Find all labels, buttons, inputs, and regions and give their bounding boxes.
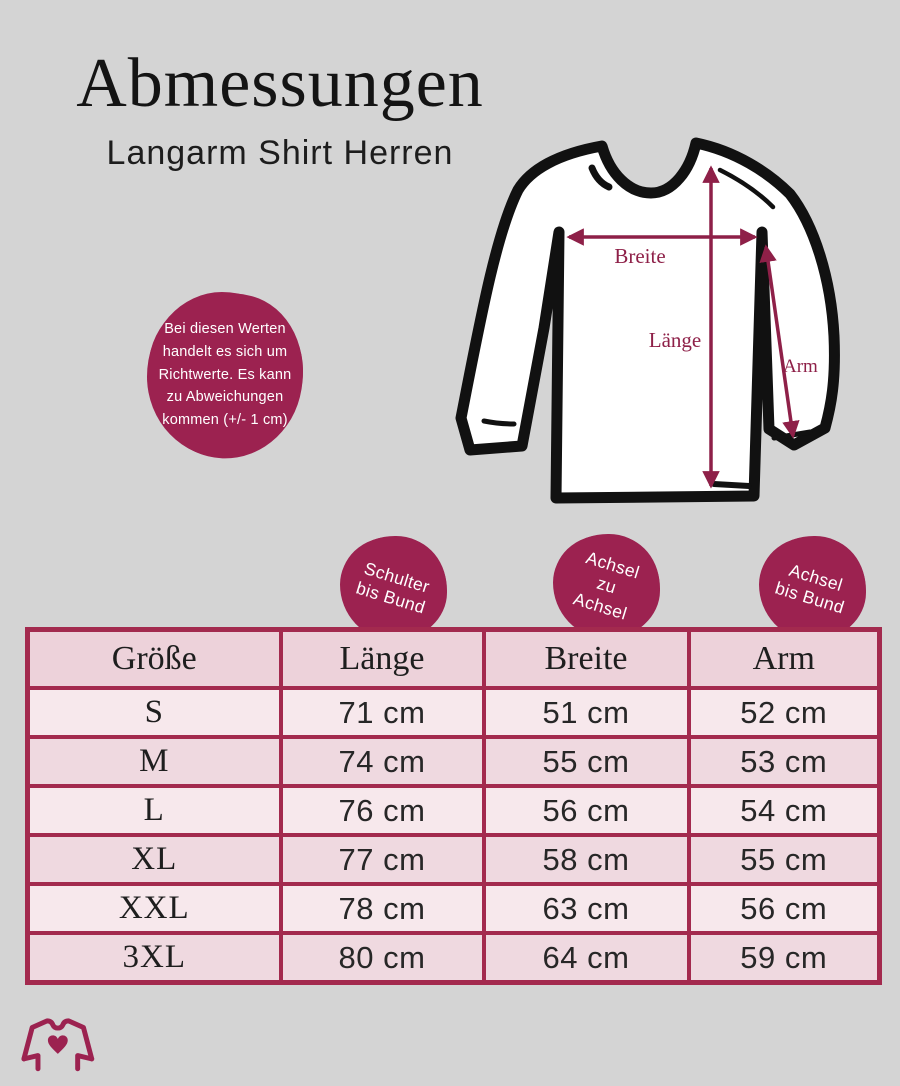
disclaimer-line: handelt es sich um <box>162 343 288 360</box>
table-row: L 76 cm 56 cm 54 cm <box>25 784 882 837</box>
arm-label: Arm <box>783 356 818 377</box>
disclaimer-line: zu Abweichungen <box>166 389 284 406</box>
shoulder-seam-detail <box>717 167 776 210</box>
disclaimer-text: Bei diesen Werten handelt es sich um Ric… <box>159 318 292 433</box>
header-laenge: Länge <box>278 627 486 690</box>
breite-label: Breite <box>614 244 665 268</box>
value-cell: 53 cm <box>686 735 882 788</box>
value-cell: 64 cm <box>481 931 691 985</box>
table-row: M 74 cm 55 cm 53 cm <box>25 735 882 788</box>
value-cell: 71 cm <box>278 686 486 739</box>
value-cell: 77 cm <box>278 833 486 886</box>
value-cell: 55 cm <box>481 735 691 788</box>
size-cell: XXL <box>25 882 283 935</box>
value-cell: 58 cm <box>481 833 691 886</box>
value-cell: 56 cm <box>481 784 691 837</box>
collar-detail <box>588 164 613 191</box>
header-breite: Breite <box>481 627 691 690</box>
laenge-label: Länge <box>649 328 701 352</box>
value-cell: 55 cm <box>686 833 882 886</box>
disclaimer-line: kommen (+/- 1 cm) <box>162 412 288 429</box>
value-cell: 74 cm <box>278 735 486 788</box>
measure-badge-achsel-zu-achsel: Achsel zu Achsel <box>553 534 660 638</box>
size-cell: 3XL <box>25 931 283 985</box>
size-cell: S <box>25 686 283 739</box>
size-cell: L <box>25 784 283 837</box>
size-cell: M <box>25 735 283 788</box>
page-title: Abmessungen <box>76 45 484 122</box>
hem-detail <box>711 481 752 489</box>
shirt-heart-logo-icon <box>21 1018 95 1072</box>
disclaimer-line: Richtwerte. Es kann <box>158 366 292 383</box>
value-cell: 59 cm <box>686 931 882 985</box>
value-cell: 56 cm <box>686 882 882 935</box>
value-cell: 78 cm <box>278 882 486 935</box>
table-row: XXL 78 cm 63 cm 56 cm <box>25 882 882 935</box>
table-row: 3XL 80 cm 64 cm 59 cm <box>25 931 882 985</box>
table-row: S 71 cm 51 cm 52 cm <box>25 686 882 739</box>
value-cell: 63 cm <box>481 882 691 935</box>
heart-icon <box>47 1035 68 1054</box>
table-header-row: Größe Länge Breite Arm <box>25 627 882 690</box>
size-cell: XL <box>25 833 283 886</box>
disclaimer-badge: Bei diesen Werten handelt es sich um Ric… <box>147 292 303 458</box>
measure-badge-achsel-bis-bund: Achsel bis Bund <box>759 536 866 640</box>
value-cell: 51 cm <box>481 686 691 739</box>
arm-arrow <box>759 244 800 439</box>
size-table: Größe Länge Breite Arm S 71 cm 51 cm 52 … <box>25 627 882 985</box>
table-row: XL 77 cm 58 cm 55 cm <box>25 833 882 886</box>
left-cuff-detail <box>481 418 517 427</box>
value-cell: 52 cm <box>686 686 882 739</box>
value-cell: 76 cm <box>278 784 486 837</box>
page-subtitle: Langarm Shirt Herren <box>106 134 454 172</box>
value-cell: 80 cm <box>278 931 486 985</box>
value-cell: 54 cm <box>686 784 882 837</box>
disclaimer-line: Bei diesen Werten <box>164 320 286 337</box>
shirt-diagram: Breite Länge Arm <box>455 137 840 504</box>
shirt-outline-icon <box>455 137 840 504</box>
header-arm: Arm <box>686 627 882 690</box>
measure-badge-schulter-bis-bund: Schulter bis Bund <box>340 536 447 640</box>
header-groesse: Größe <box>25 627 283 690</box>
